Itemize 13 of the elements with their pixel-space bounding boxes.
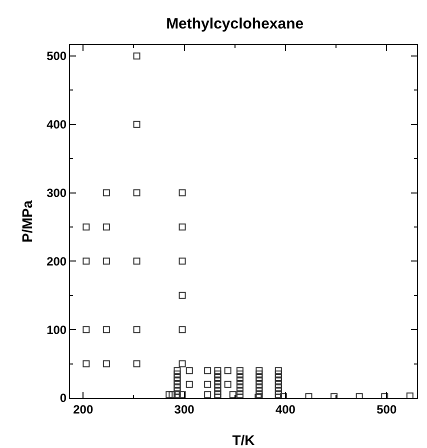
y-tick-label: 400	[46, 118, 67, 132]
y-tick-label: 500	[46, 49, 67, 64]
chart-title: Methylcyclohexane	[166, 15, 304, 32]
y-tick-label: 200	[46, 254, 67, 268]
x-tick-label: 200	[73, 402, 94, 416]
y-axis-title: P/MPa	[19, 200, 35, 243]
x-axis-title: T/K	[232, 432, 255, 448]
y-tick-label: 300	[46, 186, 67, 200]
x-tick-label: 300	[174, 402, 195, 416]
y-tick-label: 100	[46, 322, 67, 337]
x-tick-label: 500	[376, 402, 397, 416]
x-tick-label: 400	[275, 402, 296, 416]
y-tick-label: 0	[60, 391, 67, 406]
